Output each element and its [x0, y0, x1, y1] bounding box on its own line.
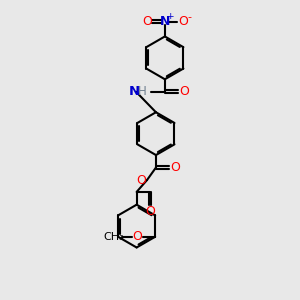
- Text: O: O: [179, 85, 189, 98]
- Text: O: O: [136, 173, 146, 187]
- Text: O: O: [178, 15, 188, 28]
- Text: O: O: [145, 205, 155, 218]
- Text: -: -: [188, 12, 192, 22]
- Text: N: N: [160, 15, 170, 28]
- Text: O: O: [142, 15, 152, 28]
- Text: H: H: [138, 85, 147, 98]
- Text: O: O: [170, 161, 180, 174]
- Text: O: O: [132, 230, 142, 243]
- Text: N: N: [129, 85, 140, 98]
- Text: CH₃: CH₃: [104, 232, 124, 242]
- Text: +: +: [167, 12, 174, 21]
